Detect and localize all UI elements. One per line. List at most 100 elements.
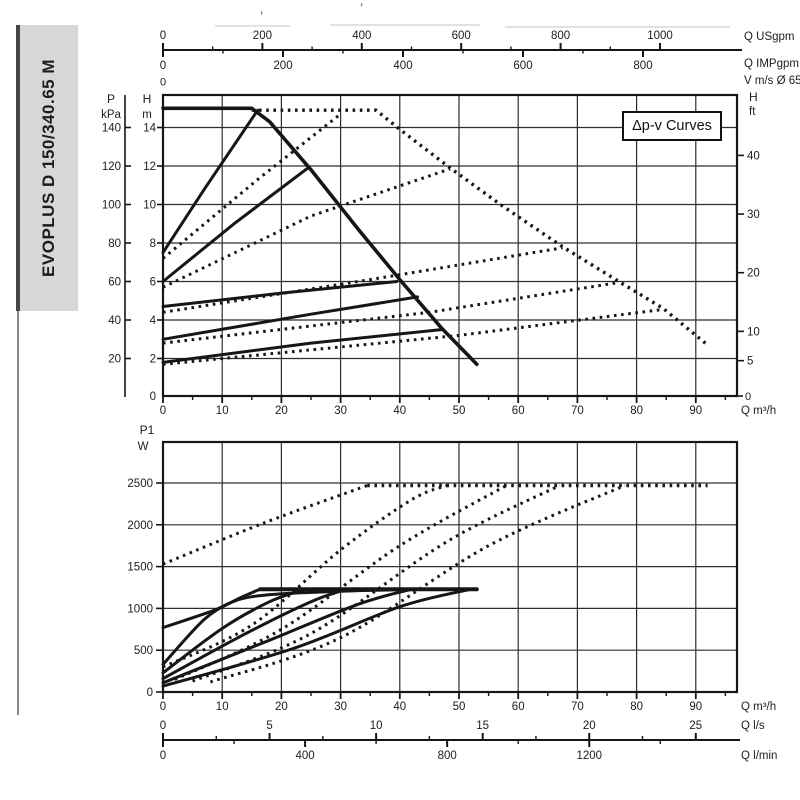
- model-sidebar: EVOPLUS D 150/340.65 M: [16, 25, 78, 311]
- ft-axis-unit: ft: [749, 106, 756, 118]
- p1-tick-label: 0: [147, 687, 153, 699]
- kpa-tick-label: 140: [102, 123, 121, 135]
- kpa-tick-label: 100: [102, 200, 121, 212]
- series-p1-maxspeed-parallel: [162, 484, 368, 566]
- q-tick-label: 70: [571, 405, 584, 417]
- q-tick-label: 50: [453, 405, 466, 417]
- dpv-curves-annotation: Δp-v Curves: [622, 111, 722, 141]
- q-tick-label: 40: [393, 405, 406, 417]
- q-lmin-tick-label: 0: [160, 750, 166, 762]
- scan-artifact-glyph: ‚: [260, 0, 264, 16]
- p1-axis-title: P1: [140, 423, 155, 437]
- q-ls-tick-label: 15: [476, 720, 489, 732]
- h-axis: [157, 126, 163, 360]
- q-m3h-tick-label: 60: [512, 701, 525, 713]
- bottom-chart-grid: [162, 442, 737, 692]
- top-chart-xaxis-labels: 0 10 20 30 40 50 60 70 80 90 Q m³/h: [160, 405, 776, 417]
- q-ls-tick-label: 10: [370, 720, 383, 732]
- top-chart-border: [161, 93, 739, 398]
- ls-lmin-labels: 0 5 10 15 20 25 0 400 800 1200 Q l/s Q l/min: [160, 720, 778, 762]
- bottom-chart-series: [161, 483, 708, 688]
- q-ls-tick-label: 25: [689, 720, 702, 732]
- q-tick-label: 30: [334, 405, 347, 417]
- series-p1-dpv-3-single: [161, 587, 348, 681]
- scan-artifact-glyph: ’: [360, 0, 364, 16]
- series-dpv-4-parallel: [162, 281, 620, 345]
- h-axis-unit: m: [142, 109, 152, 121]
- q-m3h-tick-label: 80: [630, 701, 643, 713]
- q-axis-title: Q m³/h: [741, 405, 776, 417]
- q-tick-label: 60: [512, 405, 525, 417]
- q-tick-label: 90: [689, 405, 702, 417]
- kpa-tick-label: 120: [102, 161, 121, 173]
- scan-artifact-smudge: [215, 25, 290, 27]
- h-tick-label: 2: [150, 354, 156, 366]
- p1-axis: [156, 482, 163, 693]
- series-dpv-3-parallel: [162, 246, 563, 314]
- h-tick-label: 8: [150, 238, 156, 250]
- top-chart-xaxis: [162, 396, 727, 403]
- q-lmin-tick-label: 800: [438, 750, 457, 762]
- q-tick-label: 80: [630, 405, 643, 417]
- series-p1-dpv-1-parallel: [162, 484, 448, 669]
- series-p1-dpv-2-single: [161, 587, 307, 675]
- series-max-speed-single: [161, 106, 479, 367]
- p1-tick-label: 1500: [127, 562, 153, 574]
- top-chart-series: [161, 106, 709, 367]
- usgpm-axis-title: Q USgpm: [744, 31, 795, 43]
- usgpm-tick-label: 200: [253, 30, 272, 42]
- usgpm-tick-label: 0: [160, 30, 166, 42]
- p-axis-title: P: [107, 92, 115, 106]
- ft-zero-label: 0: [745, 391, 751, 403]
- series-dpv-1-parallel: [162, 112, 342, 260]
- q-lmin-axis-title: Q l/min: [741, 750, 777, 762]
- q-m3h-axis-title: Q m³/h: [741, 701, 776, 713]
- bottom-m3h-axis: [162, 692, 727, 699]
- series-p1-dpv-4-parallel: [209, 484, 626, 684]
- p1-tick-label: 1000: [127, 603, 153, 615]
- h-axis-labels: 14 12 10 8 6 4 2 0 Hm: [142, 92, 156, 403]
- ft-tick-label: 30: [747, 209, 760, 221]
- q-tick-label: 10: [216, 405, 229, 417]
- usgpm-tick-label: 1000: [647, 30, 673, 42]
- series-p1-dpv-2-parallel: [174, 484, 508, 681]
- impgpm-tick-label: 0: [160, 60, 166, 72]
- p1-tick-label: 500: [134, 645, 153, 657]
- usgpm-tick-label: 600: [452, 30, 471, 42]
- impgpm-tick-label: 200: [273, 60, 292, 72]
- impgpm-tick-label: 400: [393, 60, 412, 72]
- h-tick-label: 14: [143, 123, 156, 135]
- p-axis-unit: kPa: [101, 109, 121, 121]
- p1-axis-unit: W: [138, 441, 149, 453]
- kpa-tick-label: 80: [108, 238, 121, 250]
- v-axis-title: V m/s Ø 65: [744, 75, 800, 87]
- series-dpv-4-single: [161, 295, 420, 341]
- impgpm-tick-label: 800: [633, 60, 652, 72]
- series-p1-maxspeed-single: [161, 587, 431, 630]
- bottom-m3h-labels: 0 10 20 30 40 50 60 70 80 90 Q m³/h: [160, 701, 776, 713]
- series-dpv-5-single: [161, 328, 443, 364]
- h-zero-label: 0: [150, 391, 156, 403]
- gpm-axis-labels: 0 200 400 600 800 1000 0 200 400 600 800 Q USgpm Q I…: [160, 30, 800, 89]
- p1-tick-label: 2500: [127, 478, 153, 490]
- p-axis: [124, 95, 131, 397]
- scan-artifact-smudge: [505, 26, 730, 28]
- h-tick-label: 10: [143, 200, 156, 212]
- ft-tick-label: 5: [747, 356, 753, 368]
- sidebar-rule-line: [17, 311, 19, 715]
- series-dpv-5-parallel: [162, 307, 664, 366]
- kpa-tick-label: 60: [108, 277, 121, 289]
- series-dpv-1-single: [161, 108, 260, 255]
- q-lmin-tick-label: 1200: [576, 750, 602, 762]
- gpm-axis: [162, 43, 742, 57]
- kpa-tick-label: 40: [108, 315, 121, 327]
- h-tick-label: 4: [150, 315, 157, 327]
- p1-axis-labels: 2500 2000 1500 1000 500 0 P1 W: [127, 423, 154, 699]
- q-m3h-tick-label: 0: [160, 701, 166, 713]
- series-dpv-3-single: [161, 280, 399, 308]
- ft-tick-label: 20: [747, 268, 760, 280]
- p1-tick-label: 2000: [127, 520, 153, 532]
- q-m3h-tick-label: 90: [689, 701, 702, 713]
